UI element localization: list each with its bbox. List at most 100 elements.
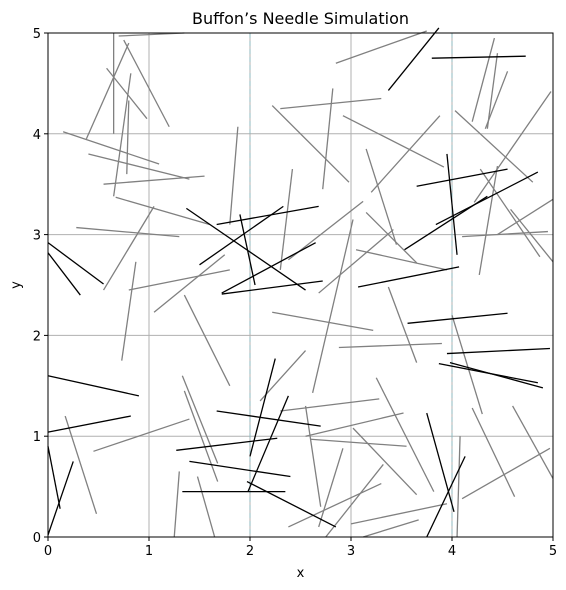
needle-non-crossing-50 (93, 418, 190, 452)
needle-non-crossing-58 (305, 412, 404, 437)
needle-crossing-16 (249, 358, 276, 457)
needle-non-crossing-12 (76, 226, 180, 238)
needle-non-crossing-4 (118, 32, 185, 37)
needle-non-crossing-47 (461, 447, 551, 500)
reference-lines (249, 33, 453, 537)
needle-non-crossing-3 (123, 39, 170, 128)
needle-crossing-8 (199, 205, 284, 266)
needle-crossing-18 (247, 395, 289, 492)
needle-crossing-3 (47, 415, 131, 433)
needle-non-crossing-51 (183, 390, 219, 482)
needle-non-crossing-7 (62, 131, 160, 165)
needle-non-crossing-28 (365, 148, 398, 245)
needle-non-crossing-27 (342, 115, 445, 168)
needle-non-crossing-15 (153, 254, 226, 313)
x-tick-label-3: 3 (347, 544, 355, 559)
needles (47, 27, 554, 538)
needle-non-crossing-62 (325, 464, 384, 538)
needle-non-crossing-42 (486, 53, 499, 129)
needle-crossing-27 (446, 347, 551, 355)
x-axis-label: x (297, 566, 305, 581)
needle-non-crossing-60 (318, 448, 344, 528)
needle-non-crossing-46 (512, 405, 554, 479)
needle-crossing-5 (47, 461, 74, 536)
needle-non-crossing-66 (362, 519, 419, 538)
needle-non-crossing-45 (471, 407, 516, 497)
needle-non-crossing-10 (229, 126, 239, 225)
needle-non-crossing-48 (456, 436, 461, 538)
needle-crossing-13 (176, 437, 278, 451)
needle-non-crossing-65 (350, 503, 448, 525)
needle-crossing-7 (216, 205, 319, 226)
needle-non-crossing-56 (280, 398, 380, 412)
needle-non-crossing-44 (451, 315, 483, 415)
needle-non-crossing-63 (352, 427, 418, 496)
needle-crossing-20 (431, 55, 526, 59)
needle-crossing-25 (357, 266, 460, 288)
chart-title: Buffon’s Needle Simulation (192, 9, 409, 28)
needle-crossing-19 (387, 27, 440, 91)
y-tick-label-2: 2 (33, 329, 41, 344)
needle-crossing-11 (239, 214, 256, 286)
y-tick-label-4: 4 (33, 128, 41, 143)
y-tick-label-3: 3 (33, 229, 41, 244)
x-tick-label-4: 4 (448, 544, 456, 559)
needle-crossing-12 (216, 410, 321, 427)
needle-non-crossing-0 (85, 42, 130, 140)
needle-non-crossing-52 (181, 375, 219, 464)
needle-crossing-31 (426, 456, 466, 538)
needle-non-crossing-6 (126, 100, 130, 175)
needle-non-crossing-5 (113, 73, 132, 197)
needle-non-crossing-9 (103, 175, 205, 185)
y-tick-label-0: 0 (33, 531, 41, 546)
needle-crossing-24 (446, 153, 458, 255)
needle-non-crossing-64 (375, 377, 435, 492)
needle-crossing-4 (47, 446, 61, 509)
needle-non-crossing-43 (484, 71, 509, 129)
y-tick-label-1: 1 (33, 430, 41, 445)
needle-non-crossing-20 (322, 88, 334, 190)
needle-crossing-21 (416, 168, 508, 187)
needle-crossing-9 (221, 242, 316, 294)
needle-non-crossing-21 (335, 30, 427, 64)
x-tick-label-2: 2 (246, 544, 254, 559)
needle-non-crossing-35 (473, 91, 552, 203)
y-axis-label: y (9, 281, 24, 289)
needle-non-crossing-55 (259, 350, 307, 402)
needle-non-crossing-32 (387, 286, 418, 363)
needle-non-crossing-53 (173, 471, 180, 538)
needle-crossing-2 (47, 375, 140, 397)
y-tick-label-5: 5 (33, 27, 41, 42)
needle-non-crossing-26 (370, 115, 441, 193)
needle-non-crossing-25 (365, 211, 418, 264)
needle-non-crossing-8 (88, 153, 190, 180)
needle-crossing-30 (426, 412, 455, 512)
needle-non-crossing-33 (311, 219, 354, 394)
needle-crossing-1 (47, 242, 104, 285)
plot-frame (47, 32, 554, 538)
x-tick-label-1: 1 (145, 544, 153, 559)
needle-non-crossing-11 (115, 196, 210, 226)
needle-non-crossing-59 (310, 438, 407, 447)
needle-crossing-26 (407, 312, 508, 324)
needle-crossing-0 (47, 252, 81, 296)
needle-crossing-6 (186, 207, 306, 291)
needle-non-crossing-14 (128, 269, 230, 291)
needle-non-crossing-57 (304, 405, 322, 507)
needle-non-crossing-38 (478, 165, 499, 276)
needle-non-crossing-41 (471, 37, 496, 122)
needle-non-crossing-61 (288, 482, 382, 528)
x-tick-label-0: 0 (44, 544, 52, 559)
plot-area (48, 33, 553, 537)
needle-non-crossing-24 (318, 229, 394, 294)
x-tick-label-5: 5 (549, 544, 557, 559)
needle-non-crossing-54 (196, 476, 216, 538)
needle-non-crossing-37 (479, 168, 541, 258)
needle-crossing-29 (449, 361, 544, 389)
needle-non-crossing-49 (64, 415, 98, 515)
needle-non-crossing-36 (462, 230, 548, 238)
needle-non-crossing-34 (454, 110, 534, 183)
needle-non-crossing-40 (497, 198, 554, 236)
needle-non-crossing-31 (338, 342, 442, 349)
needle-non-crossing-16 (121, 261, 137, 361)
